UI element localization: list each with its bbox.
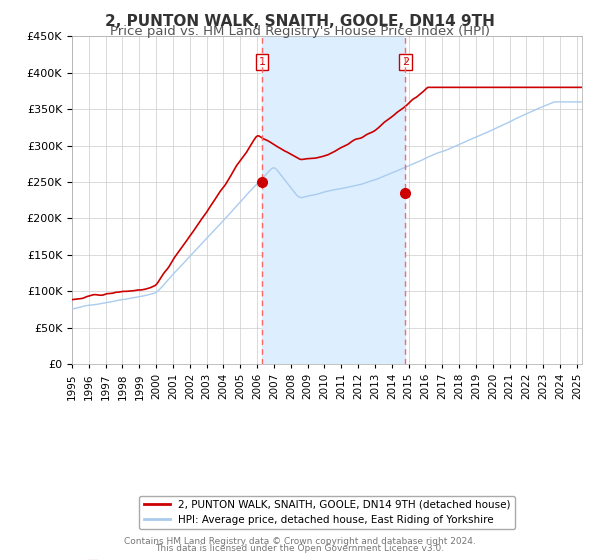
Text: 1: 1 (259, 57, 266, 67)
Text: 2: 2 (402, 57, 409, 67)
Text: 2, PUNTON WALK, SNAITH, GOOLE, DN14 9TH: 2, PUNTON WALK, SNAITH, GOOLE, DN14 9TH (105, 14, 495, 29)
Text: This data is licensed under the Open Government Licence v3.0.: This data is licensed under the Open Gov… (155, 544, 445, 553)
Legend: 2, PUNTON WALK, SNAITH, GOOLE, DN14 9TH (detached house), HPI: Average price, de: 2, PUNTON WALK, SNAITH, GOOLE, DN14 9TH … (139, 496, 515, 529)
Bar (262, 36, 406, 364)
Text: Price paid vs. HM Land Registry's House Price Index (HPI): Price paid vs. HM Land Registry's House … (110, 25, 490, 38)
Text: Contains HM Land Registry data © Crown copyright and database right 2024.: Contains HM Land Registry data © Crown c… (124, 537, 476, 546)
